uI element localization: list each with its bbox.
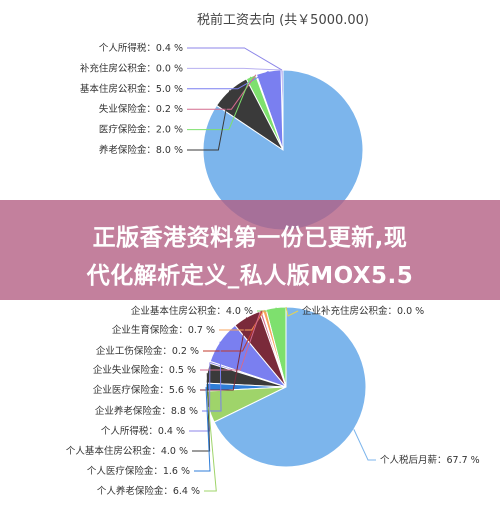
leader-line: [194, 387, 211, 472]
slice-label: 企业基本住房公积金：4.0 %: [131, 305, 253, 317]
leader-line: [192, 373, 211, 452]
slice-label: 基本住房公积金：5.0 %: [80, 83, 183, 95]
slice-label: 失业保险金：0.2 %: [99, 103, 183, 115]
leader-line: [187, 70, 269, 90]
slice-label: 补充住房公积金：0.0 %: [80, 62, 183, 74]
banner-text-line-1: 正版香港资料第一份已更新,现: [92, 225, 408, 251]
slice-label: 企业医疗保险金：5.6 %: [93, 384, 196, 396]
watermark-banner: [0, 200, 500, 300]
chart-title: 税前工资去向 (共￥5000.00): [197, 12, 369, 28]
leader-line: [285, 306, 299, 317]
banner-text-line-2: 代化解析定义_私人版MOX5.5: [86, 263, 414, 289]
slice-label: 个人基本住房公积金：4.0 %: [66, 445, 188, 457]
slice-label: 个人所得税：0.4 %: [101, 425, 185, 437]
slice-label: 企业工伤保险金：0.2 %: [96, 345, 199, 357]
slice-label: 医疗保险金：2.0 %: [99, 124, 183, 136]
slice-label: 养老保险金：8.0 %: [99, 144, 183, 156]
leader-line: [200, 317, 248, 391]
leader-line: [187, 76, 252, 131]
leader-line: [187, 90, 231, 151]
leader-line: [187, 74, 257, 110]
slice-label: 企业失业保险金：0.5 %: [93, 364, 196, 376]
leader-line: [219, 309, 265, 331]
leader-line: [353, 429, 376, 461]
slice-label: 企业生育保险金：0.7 %: [112, 324, 215, 336]
slice-label: 个人养老保险金：6.4 %: [97, 485, 200, 497]
slice-label: 个人医疗保险金：1.6 %: [87, 465, 190, 477]
slice-label: 企业养老保险金：8.8 %: [95, 405, 198, 417]
leader-line: [200, 310, 262, 371]
leader-line: [187, 47, 283, 71]
leader-line: [204, 406, 217, 492]
leader-line: [187, 67, 282, 71]
slice-label: 个人税后月薪：67.7 %: [380, 454, 480, 466]
slice-label: 企业补充住房公积金：0.0 %: [302, 305, 424, 317]
slice-label: 个人所得税：0.4 %: [99, 42, 183, 54]
